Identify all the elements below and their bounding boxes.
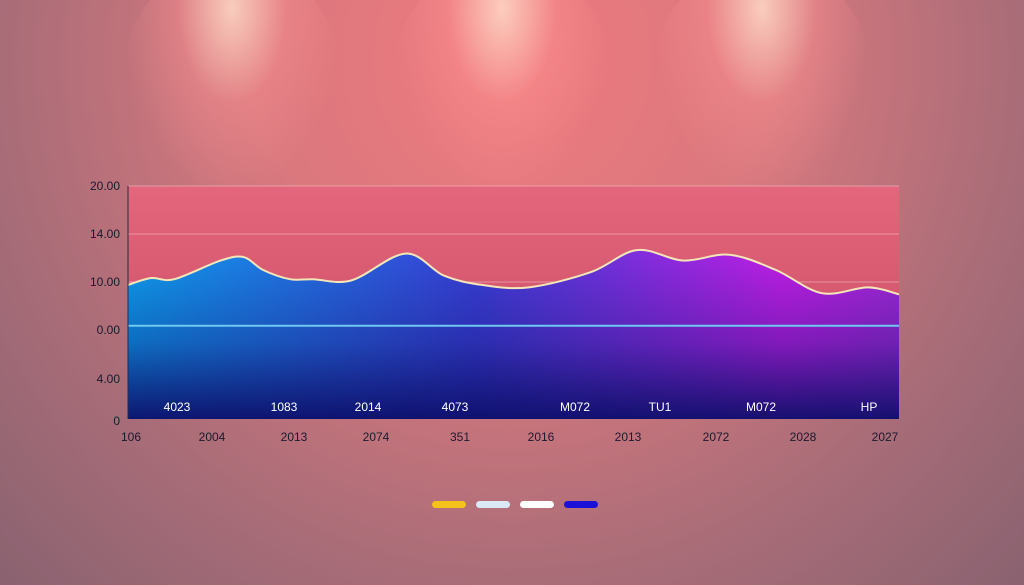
spotlight-right: [652, 0, 872, 200]
legend-swatch: [432, 501, 466, 508]
legend: [432, 501, 598, 508]
y-tick-label: 4.00: [97, 372, 121, 386]
x-tick-label: 2074: [363, 430, 390, 444]
x-tick-label: 2027: [872, 430, 899, 444]
legend-swatch: [476, 501, 510, 508]
x-tick-label: 106: [121, 430, 141, 444]
y-tick-label: 0.00: [97, 323, 121, 337]
inner-labels: 4023 1083 2014 4073 M072 TU1 M072 HP: [164, 400, 878, 414]
x-tick-label: 2072: [703, 430, 730, 444]
inner-label: 2014: [355, 400, 382, 414]
x-tick-labels: 106 2004 2013 2074 351 2016 2013 2072 2028 2027: [121, 430, 899, 444]
y-tick-label: 20.00: [90, 179, 120, 193]
y-tick-label: 0: [113, 414, 120, 428]
spotlight-center: [392, 0, 612, 200]
inner-label: HP: [861, 400, 878, 414]
x-tick-label: 2013: [281, 430, 308, 444]
x-tick-label: 2016: [528, 430, 555, 444]
x-tick-label: 351: [450, 430, 470, 444]
y-tick-label: 14.00: [90, 227, 120, 241]
inner-label: TU1: [649, 400, 672, 414]
inner-label: M072: [560, 400, 590, 414]
inner-label: 4073: [442, 400, 469, 414]
x-tick-label: 2013: [615, 430, 642, 444]
x-tick-label: 2028: [790, 430, 817, 444]
legend-swatch: [520, 501, 554, 508]
legend-swatch: [564, 501, 598, 508]
y-tick-labels: 20.00 14.00 10.00 0.00 4.00 0: [90, 179, 120, 428]
x-tick-label: 2004: [199, 430, 226, 444]
inner-label: 1083: [271, 400, 298, 414]
spotlight-left: [122, 0, 342, 200]
inner-label: M072: [746, 400, 776, 414]
series-area-shade: [128, 249, 899, 419]
y-tick-label: 10.00: [90, 275, 120, 289]
series-line: [127, 248, 900, 296]
inner-label: 4023: [164, 400, 191, 414]
